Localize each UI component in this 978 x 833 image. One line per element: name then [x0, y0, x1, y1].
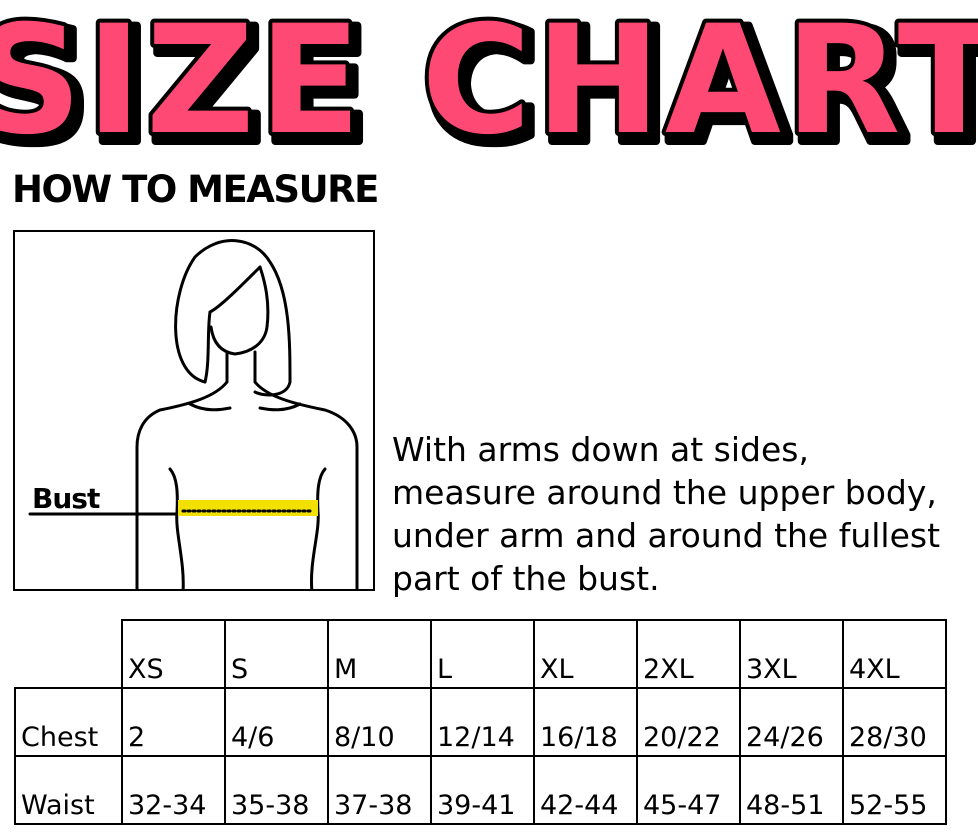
row-header: Waist — [14, 755, 123, 825]
how-to-measure-heading: HOW TO MEASURE — [12, 168, 379, 211]
table-cell: 35-38 — [224, 755, 329, 825]
column-header: 3XL — [739, 619, 844, 689]
table-cell: 2 — [121, 687, 226, 757]
column-header: L — [430, 619, 535, 689]
column-header: XS — [121, 619, 226, 689]
table-cell: 4/6 — [224, 687, 329, 757]
instruction-line: part of the bust. — [392, 559, 660, 598]
column-header: XL — [533, 619, 638, 689]
table-cell: 16/18 — [533, 687, 638, 757]
table-cell: 28/30 — [842, 687, 947, 757]
table-cell: 45-47 — [636, 755, 741, 825]
measurement-figure: Bust — [13, 230, 375, 591]
instruction-line: under arm and around the fullest — [392, 516, 941, 555]
table-cell: 12/14 — [430, 687, 535, 757]
table-header-row: XS S M L XL 2XL 3XL 4XL — [15, 619, 947, 689]
row-header: Chest — [14, 687, 123, 757]
table-cell: 39-41 — [430, 755, 535, 825]
size-table: XS S M L XL 2XL 3XL 4XL Chest 2 4/6 8/10… — [14, 619, 947, 825]
table-row: Chest 2 4/6 8/10 12/14 16/18 20/22 24/26… — [14, 687, 947, 757]
instruction-line: With arms down at sides, — [392, 430, 809, 469]
column-header: 4XL — [842, 619, 947, 689]
bust-label: Bust — [32, 482, 100, 515]
column-header: 2XL — [636, 619, 741, 689]
column-header: S — [224, 619, 329, 689]
table-cell: 42-44 — [533, 755, 638, 825]
column-header: M — [327, 619, 432, 689]
instruction-line: measure around the upper body, — [392, 473, 937, 512]
table-cell: 48-51 — [739, 755, 844, 825]
table-cell: 37-38 — [327, 755, 432, 825]
title-text: SIZE CHART — [0, 0, 978, 150]
size-chart-title: SIZE CHART — [0, 0, 978, 150]
table-cell: 8/10 — [327, 687, 432, 757]
empty-corner-cell — [15, 620, 122, 688]
measuring-tape — [178, 500, 318, 516]
table-cell: 24/26 — [739, 687, 844, 757]
table-row: Waist 32-34 35-38 37-38 39-41 42-44 45-4… — [14, 755, 947, 825]
measuring-instructions: With arms down at sides, measure around … — [392, 428, 978, 600]
table-cell: 32-34 — [121, 755, 226, 825]
table-cell: 52-55 — [842, 755, 947, 825]
woman-outline-illustration — [28, 239, 359, 589]
table-cell: 20/22 — [636, 687, 741, 757]
